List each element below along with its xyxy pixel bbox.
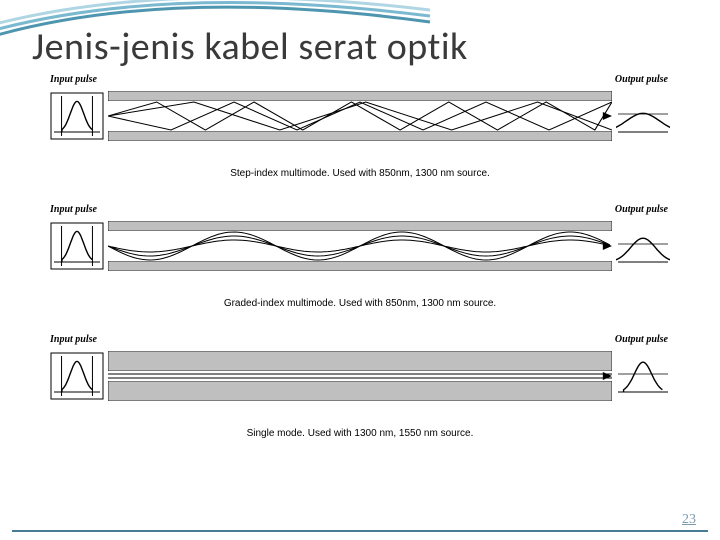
fiber-caption: Step-index multimode. Used with 850nm, 1… [50, 168, 670, 179]
input-pulse-icon [50, 92, 104, 140]
output-pulse-icon [616, 352, 670, 400]
fiber-caption: Single mode. Used with 1300 nm, 1550 nm … [50, 428, 670, 439]
output-pulse-icon [616, 92, 670, 140]
input-pulse-icon [50, 352, 104, 400]
output-pulse-label: Output pulse [615, 74, 668, 85]
input-pulse-label: Input pulse [50, 74, 97, 85]
input-pulse-label: Input pulse [50, 204, 97, 215]
input-pulse-label: Input pulse [50, 334, 97, 345]
fiber-caption: Graded-index multimode. Used with 850nm,… [50, 298, 670, 309]
input-pulse-icon [50, 222, 104, 270]
fiber-diagram [108, 91, 612, 141]
fiber-section-graded-index: Input pulse Output pulse Graded-index mu… [50, 218, 670, 309]
footer-divider [12, 530, 708, 532]
output-pulse-label: Output pulse [615, 334, 668, 345]
output-pulse-icon [616, 222, 670, 270]
page-title: Jenis-jenis kabel serat optik [32, 24, 468, 70]
fiber-section-step-index: Input pulse Output pulse Step-index mult… [50, 88, 670, 179]
fiber-section-single-mode: Input pulse Output pulse Single mode. Us… [50, 348, 670, 439]
page-number: 23 [682, 512, 696, 528]
fiber-diagram [108, 221, 612, 271]
output-pulse-label: Output pulse [615, 204, 668, 215]
fiber-diagram [108, 351, 612, 401]
